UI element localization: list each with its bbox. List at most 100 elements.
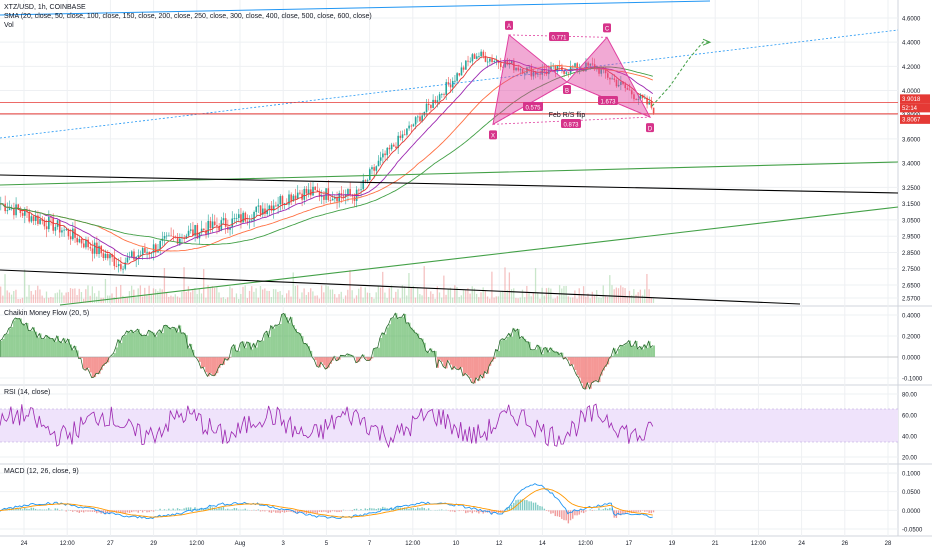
rsi-legend[interactable]: RSI (14, close)	[4, 389, 50, 396]
macd-legend[interactable]: MACD (12, 26, close, 9)	[4, 468, 79, 475]
volume-bar	[186, 292, 187, 303]
volume-bar	[253, 292, 254, 303]
macd-histogram-bar	[31, 508, 32, 511]
candle-body	[410, 126, 412, 127]
volume-bar	[395, 292, 396, 303]
cmf-area-bar	[367, 357, 369, 361]
candle-body	[159, 241, 161, 249]
cmf-area-bar	[146, 336, 148, 357]
macd-histogram-bar	[135, 510, 136, 511]
volume-bar	[76, 295, 77, 303]
candle-body	[343, 196, 345, 197]
cmf-area-bar	[159, 330, 161, 357]
macd-histogram-bar	[541, 507, 542, 511]
macd-histogram-bar	[574, 510, 575, 515]
volume-bar	[548, 288, 549, 303]
macd-histogram-bar	[421, 507, 422, 510]
volume-bar	[146, 296, 147, 303]
macd-histogram-bar	[153, 510, 154, 511]
macd-histogram-bar	[221, 507, 222, 510]
cmf-area-bar	[142, 336, 144, 357]
volume-bar	[618, 288, 619, 303]
volume-bar	[212, 286, 213, 303]
candle-body	[242, 213, 244, 223]
volume-bar	[277, 292, 278, 303]
macd-tick-label: 0.0500	[902, 490, 921, 496]
time-tick-label: 29	[150, 541, 157, 547]
macd-histogram-bar	[288, 510, 289, 511]
candle-body	[439, 94, 441, 100]
macd-histogram-bar	[419, 508, 420, 510]
macd-histogram-bar	[365, 508, 366, 510]
volume-bar	[496, 296, 497, 303]
candle-body	[489, 59, 491, 62]
candle-body	[120, 264, 122, 269]
candle-body	[9, 208, 11, 210]
macd-histogram-bar	[585, 510, 586, 511]
cmf-area-bar	[258, 340, 260, 357]
rsi-tick-label: 80.00	[902, 393, 918, 399]
volume-bar	[303, 288, 304, 303]
cmf-area-bar	[461, 357, 463, 367]
candle-body	[168, 236, 170, 237]
macd-histogram-bar	[417, 508, 418, 511]
cmf-area-bar	[183, 333, 185, 357]
volume-bar	[585, 297, 586, 303]
cmf-area-bar	[17, 319, 19, 357]
cmf-tick-label: 0.4000	[902, 314, 921, 320]
cmf-area-bar	[155, 337, 157, 357]
candle-body	[164, 236, 166, 239]
candle-body	[474, 54, 476, 59]
cmf-legend[interactable]: Chaikin Money Flow (20, 5)	[4, 310, 89, 317]
macd-histogram-bar	[408, 509, 409, 511]
volume-bar	[282, 295, 283, 303]
volume-bar	[81, 292, 82, 303]
cmf-area-bar	[92, 357, 94, 378]
candle-body	[432, 100, 434, 108]
volume-bar	[172, 297, 173, 303]
cmf-area-bar	[129, 332, 131, 357]
volume-bar	[592, 292, 593, 303]
time-tick-label: 24	[21, 541, 28, 547]
cmf-area-bar	[576, 357, 578, 375]
candle-body	[273, 205, 275, 210]
cmf-area-bar	[61, 343, 63, 357]
cmf-area-bar	[22, 323, 24, 357]
macd-histogram-bar	[459, 510, 460, 511]
cmf-area-bar	[277, 325, 279, 357]
volume-bar	[633, 289, 634, 303]
candle-body	[39, 219, 41, 224]
macd-histogram-bar	[90, 510, 91, 511]
volume-bar	[541, 288, 542, 303]
macd-histogram-bar	[378, 508, 379, 510]
pattern-point-label: B	[565, 88, 569, 94]
volume-bar	[489, 299, 490, 303]
volume-bar	[308, 292, 309, 303]
macd-histogram-bar	[321, 510, 322, 512]
cmf-area-bar	[181, 333, 183, 357]
vol-legend[interactable]: Vol	[4, 21, 14, 30]
macd-histogram-bar	[531, 501, 532, 510]
volume-bar	[314, 296, 315, 303]
macd-histogram-bar	[44, 510, 45, 511]
macd-histogram-bar	[159, 509, 160, 511]
candle-body	[107, 254, 109, 258]
candle-body	[225, 218, 227, 227]
volume-bar	[323, 292, 324, 303]
cmf-area-bar	[583, 357, 585, 388]
macd-histogram-bar	[164, 509, 165, 510]
candle-body	[413, 124, 415, 126]
macd-histogram-bar	[607, 509, 608, 511]
macd-histogram-bar	[424, 508, 425, 510]
symbol-legend[interactable]: XTZ/USD, 1h, COINBASE	[4, 3, 86, 12]
candle-body	[13, 208, 15, 215]
volume-bar	[594, 296, 595, 303]
sma-legend[interactable]: SMA (20, close, 50, close, 100, close, 1…	[4, 12, 372, 21]
volume-bar	[434, 299, 435, 303]
cmf-area-bar	[116, 347, 118, 357]
cmf-area-bar	[616, 354, 618, 357]
pattern-ratio-label: 0.575	[525, 105, 541, 111]
macd-histogram-bar	[341, 510, 342, 511]
volume-bar	[552, 299, 553, 303]
